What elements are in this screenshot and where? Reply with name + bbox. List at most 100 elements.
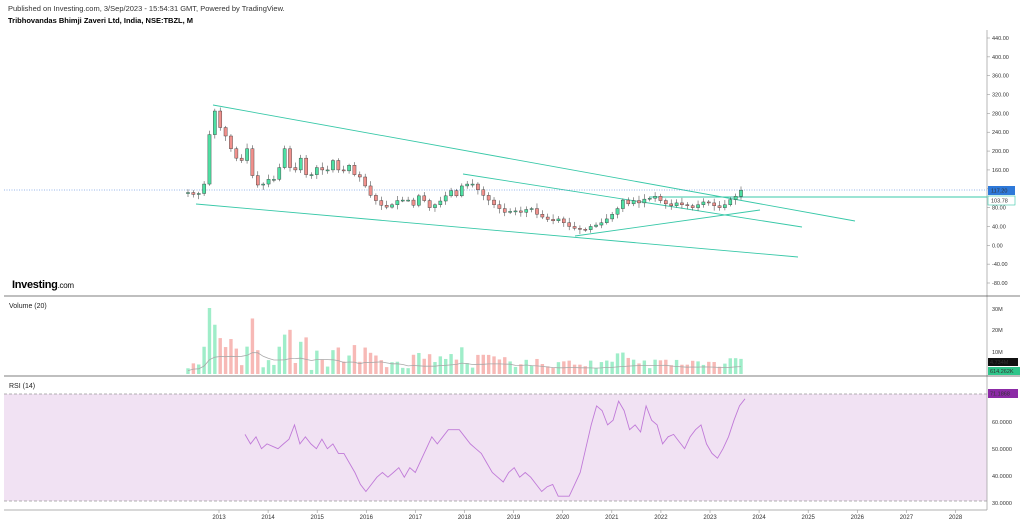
candle bbox=[465, 183, 469, 187]
candle bbox=[492, 199, 496, 205]
candle bbox=[331, 160, 335, 171]
volume-tick-20m: 20M bbox=[992, 328, 1003, 334]
candle bbox=[706, 201, 711, 204]
candle bbox=[615, 208, 620, 215]
trendline-support bbox=[574, 209, 761, 237]
year-tick-label: 2017 bbox=[409, 515, 423, 521]
candle bbox=[315, 167, 319, 175]
volume-bar bbox=[411, 354, 416, 374]
year-tick-label: 2015 bbox=[311, 515, 325, 521]
rsi-last-badge bbox=[988, 389, 1018, 398]
volume-bar bbox=[669, 365, 673, 374]
price-tick-label: 200.00 bbox=[992, 149, 1009, 155]
candle bbox=[621, 199, 625, 209]
candle bbox=[604, 218, 609, 223]
year-tick-label: 2024 bbox=[752, 515, 766, 521]
candle bbox=[186, 192, 190, 194]
volume-bar bbox=[368, 352, 373, 374]
candle bbox=[229, 135, 233, 149]
year-tick-label: 2025 bbox=[802, 515, 816, 521]
volume-bar bbox=[486, 354, 491, 374]
volume-bar bbox=[540, 363, 545, 374]
volume-bar bbox=[653, 359, 657, 374]
candle bbox=[551, 219, 555, 222]
volume-bar bbox=[465, 363, 469, 374]
volume-bar bbox=[186, 368, 190, 374]
volume-bar bbox=[207, 308, 212, 374]
volume-bar bbox=[191, 363, 196, 374]
candle bbox=[261, 183, 265, 186]
year-tick-label: 2022 bbox=[654, 515, 668, 521]
price-tick-label: 360.00 bbox=[992, 74, 1009, 80]
year-tick-label: 2018 bbox=[458, 515, 472, 521]
volume-bar bbox=[384, 367, 389, 374]
candle bbox=[395, 200, 400, 205]
price-tick-label: 160.00 bbox=[992, 168, 1009, 174]
volume-bar bbox=[288, 329, 292, 374]
candle bbox=[502, 208, 507, 213]
year-tick-label: 2028 bbox=[949, 515, 963, 521]
volume-bar bbox=[293, 362, 298, 374]
year-tick-label: 2027 bbox=[900, 515, 914, 521]
volume-bar bbox=[250, 318, 255, 374]
candle bbox=[631, 200, 636, 205]
candle bbox=[728, 199, 733, 205]
candle bbox=[723, 204, 727, 208]
volume-bar bbox=[379, 360, 383, 374]
volume-bar bbox=[320, 359, 324, 374]
volume-bar bbox=[497, 359, 502, 374]
year-tick-label: 2019 bbox=[507, 515, 521, 521]
candle bbox=[497, 204, 502, 209]
candle bbox=[438, 200, 443, 205]
volume-bar bbox=[546, 366, 550, 374]
rsi-line bbox=[244, 398, 746, 497]
volume-tick-10m: 10M bbox=[992, 350, 1003, 356]
candle bbox=[304, 157, 308, 175]
volume-bar bbox=[733, 358, 738, 374]
volume-bar bbox=[631, 359, 636, 374]
candle bbox=[696, 204, 700, 208]
volume-bar bbox=[621, 352, 625, 374]
candle bbox=[384, 205, 389, 208]
rsi-tick-50: 50.0000 bbox=[992, 447, 1012, 453]
candle bbox=[567, 222, 571, 227]
candle bbox=[739, 189, 743, 197]
candle bbox=[481, 189, 486, 196]
candle bbox=[626, 199, 631, 205]
candle bbox=[196, 193, 201, 195]
price-tick-label: 280.00 bbox=[992, 111, 1009, 117]
candle bbox=[245, 148, 249, 161]
volume-bar bbox=[331, 350, 335, 374]
volume-bar bbox=[529, 365, 534, 374]
candle bbox=[733, 196, 738, 200]
candle bbox=[513, 210, 518, 213]
candle bbox=[717, 205, 722, 208]
volume-bars bbox=[186, 308, 743, 374]
candle bbox=[578, 228, 582, 230]
volume-bar bbox=[642, 360, 647, 374]
volume-bar bbox=[256, 350, 260, 374]
volume-bar bbox=[234, 348, 239, 374]
volume-bar bbox=[272, 364, 276, 374]
published-caption: Published on Investing.com, 3/Sep/2023 -… bbox=[8, 4, 285, 13]
candle bbox=[411, 199, 416, 206]
volume-bar bbox=[637, 363, 641, 374]
candle bbox=[535, 208, 539, 215]
candle bbox=[556, 218, 561, 222]
volume-bar bbox=[347, 355, 351, 374]
volume-bar bbox=[503, 357, 507, 374]
candle bbox=[433, 204, 437, 208]
investing-logo: Investing.com bbox=[12, 279, 74, 291]
volume-bar bbox=[739, 358, 743, 374]
candle bbox=[282, 148, 287, 168]
candle bbox=[347, 165, 351, 172]
volume-bar bbox=[374, 355, 378, 374]
volume-bar bbox=[701, 364, 706, 374]
candle bbox=[680, 202, 684, 205]
candle bbox=[454, 190, 459, 197]
candle bbox=[298, 157, 303, 171]
volume-title: Volume (20) bbox=[9, 303, 47, 310]
volume-bar bbox=[572, 364, 577, 374]
volume-bar bbox=[707, 361, 711, 374]
